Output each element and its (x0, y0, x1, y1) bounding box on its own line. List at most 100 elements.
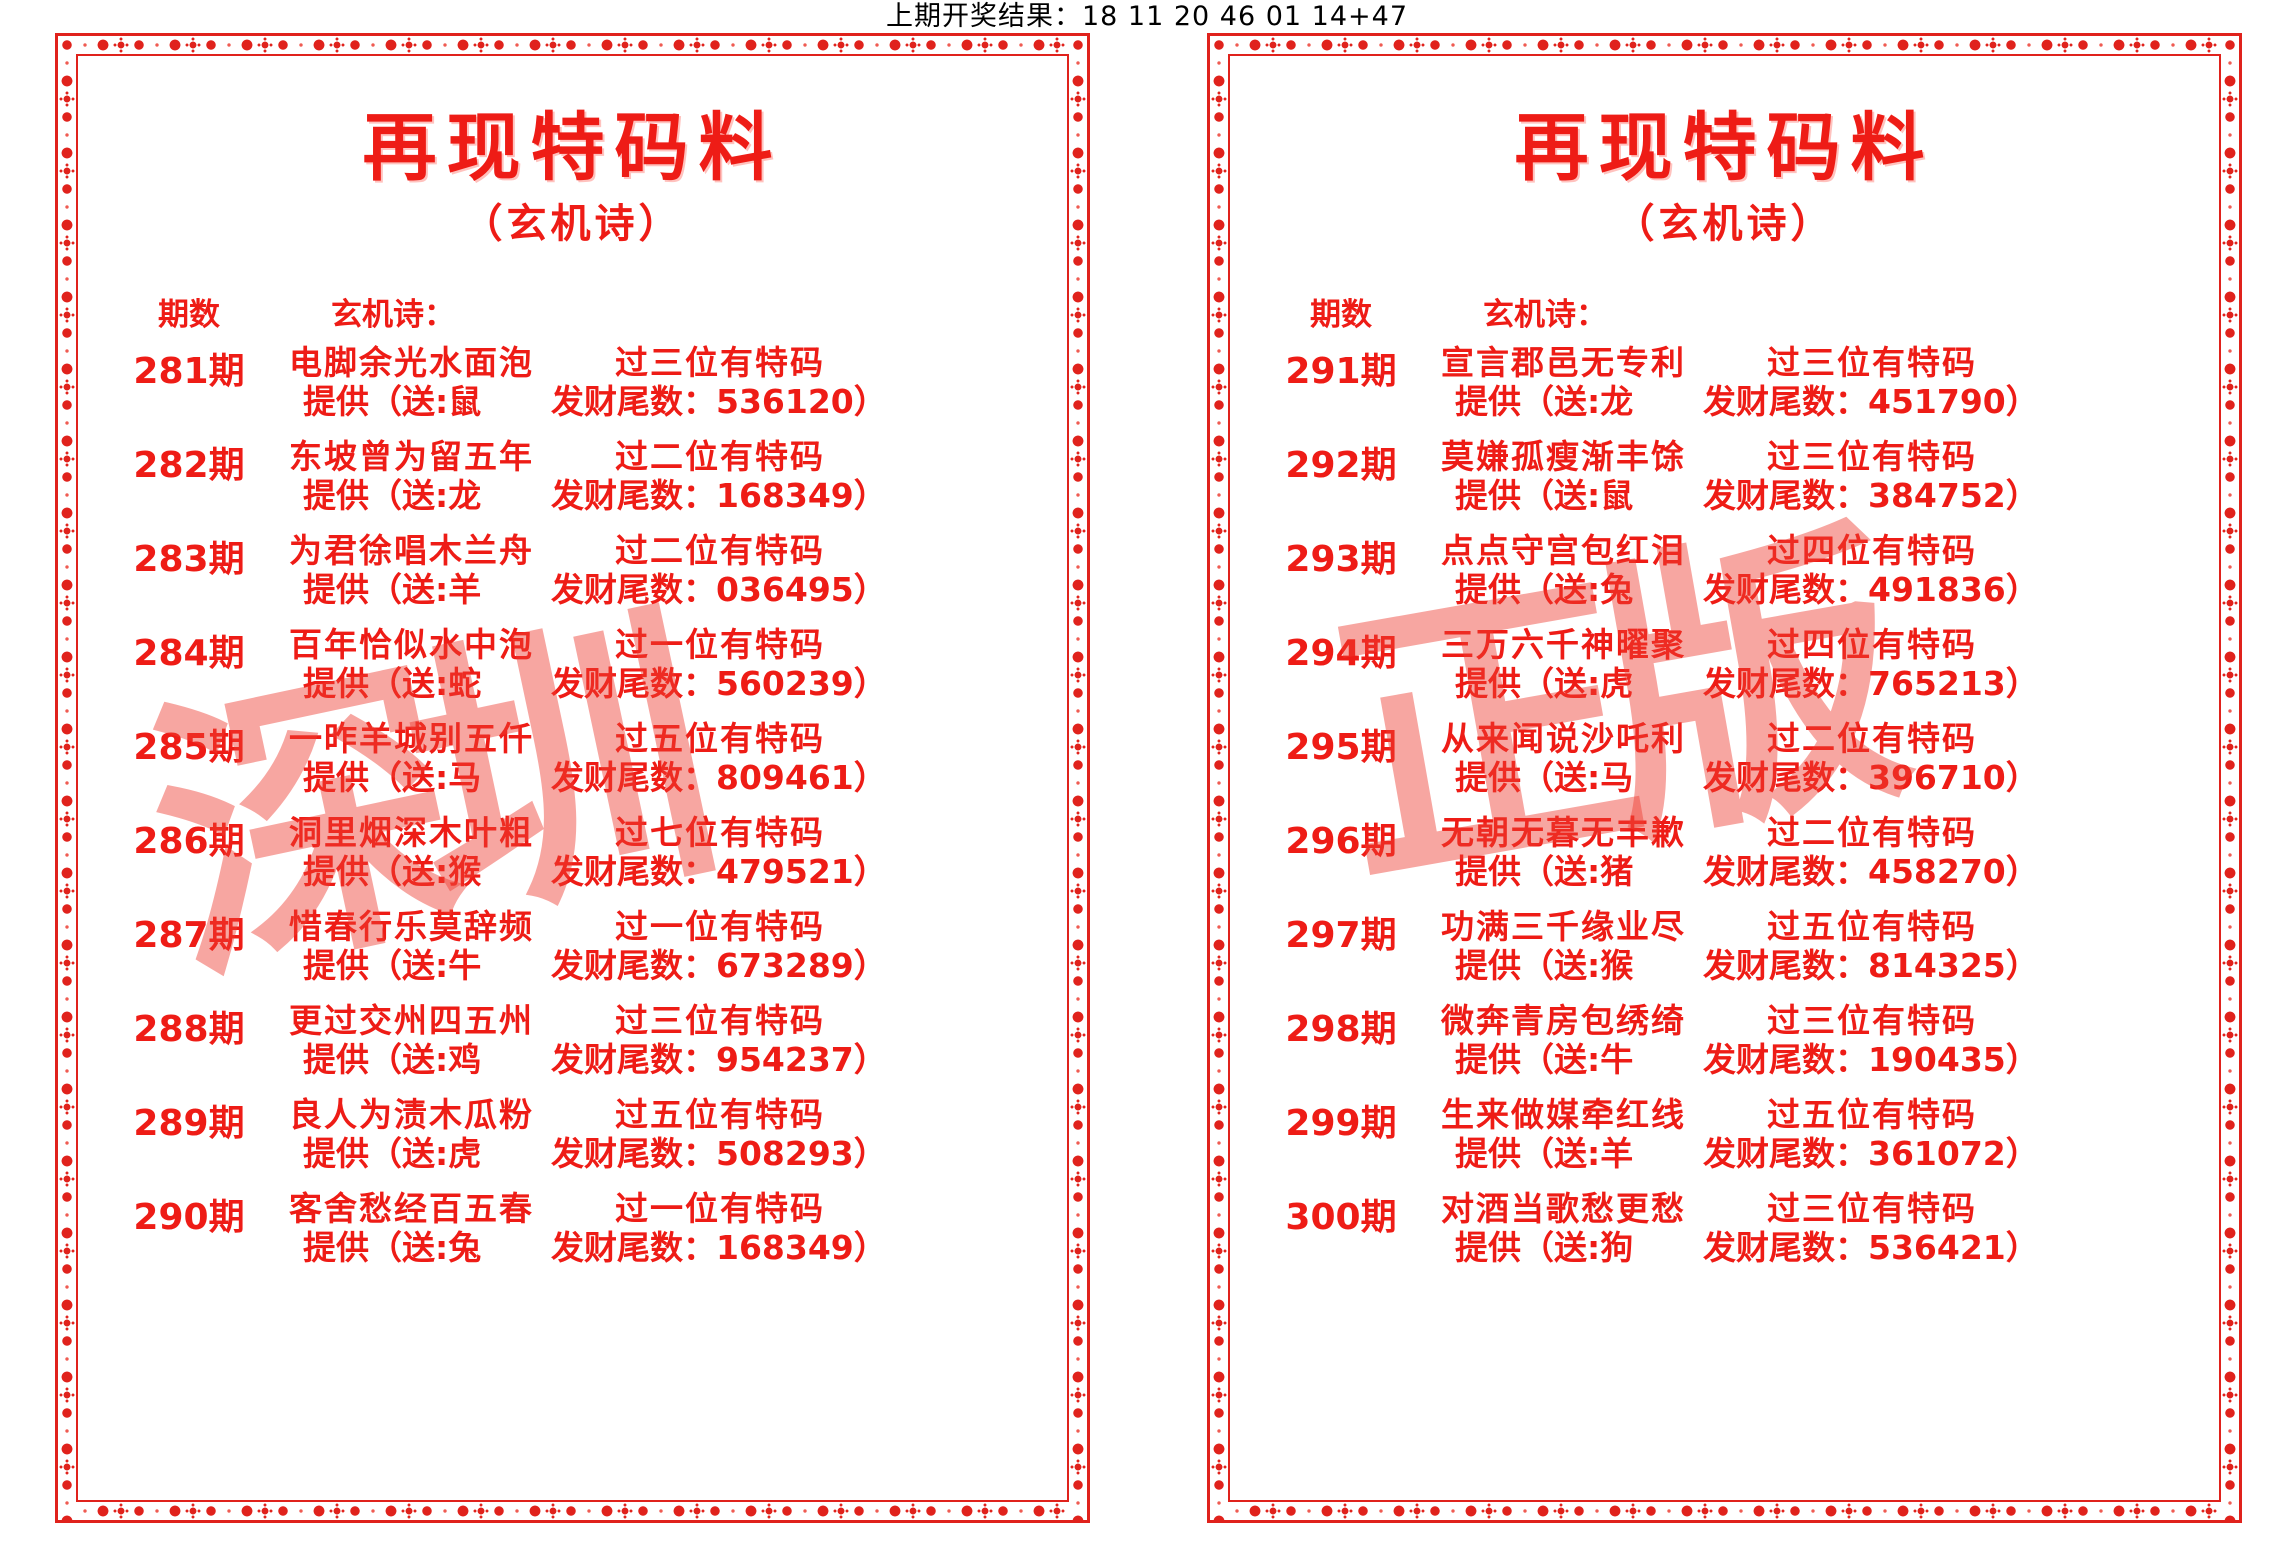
ornament-border-right (2221, 36, 2239, 1520)
row-tail-numbers: 发财尾数：954237） (551, 1040, 887, 1079)
table-row: 295期 从来闻说沙吒利 过二位有特码 提供（送:马 发财尾数：396710） (1251, 717, 2198, 811)
table-row: 285期 一昨羊城别五仟 过五位有特码 提供（送:马 发财尾数：809461） (99, 717, 1046, 811)
poster-panels: 再现特码料 （玄机诗） 期数 玄机诗： 281期 电脚余光水面泡 过三位有特码 … (0, 33, 2294, 1523)
row-line-secondary: 提供（送:猪 发财尾数：458270） (1431, 851, 2198, 893)
row-period: 290期 (133, 1197, 245, 1238)
row-tail-numbers: 发财尾数：361072） (1703, 1134, 2039, 1173)
ornament-border-left (1210, 36, 1228, 1520)
row-line-primary: 微奔青房包绣绮 过三位有特码 (1431, 999, 2198, 1043)
row-period: 291期 (1285, 351, 1397, 392)
row-body: 宣言郡邑无专利 过三位有特码 提供（送:龙 发财尾数：451790） (1431, 341, 2198, 423)
row-poem: 一昨羊城别五仟 (289, 719, 534, 758)
table-row: 297期 功满三千缘业尽 过五位有特码 提供（送:猴 发财尾数：814325） (1251, 905, 2198, 999)
table-row: 293期 点点守宫包红泪 过四位有特码 提供（送:兔 发财尾数：491836） (1251, 529, 2198, 623)
column-header-poem: 玄机诗： (331, 297, 455, 333)
row-poem: 良人为渍木瓜粉 (289, 1095, 534, 1134)
row-hint: 过七位有特码 (615, 813, 825, 852)
row-line-secondary: 提供（送:马 发财尾数：396710） (1431, 757, 2198, 799)
row-hint: 过五位有特码 (1767, 907, 1977, 946)
forecast-table-left: 281期 电脚余光水面泡 过三位有特码 提供（送:鼠 发财尾数：536120） … (99, 341, 1046, 1281)
row-tail-numbers: 发财尾数：396710） (1703, 758, 2039, 797)
row-period: 297期 (1285, 915, 1397, 956)
row-body: 生来做媒牵红线 过五位有特码 提供（送:羊 发财尾数：361072） (1431, 1093, 2198, 1175)
row-poem: 惜春行乐莫辞频 (289, 907, 534, 946)
row-body: 东坡曾为留五年 过二位有特码 提供（送:龙 发财尾数：168349） (279, 435, 1046, 517)
row-line-primary: 惜春行乐莫辞频 过一位有特码 (279, 905, 1046, 949)
table-row: 287期 惜春行乐莫辞频 过一位有特码 提供（送:牛 发财尾数：673289） (99, 905, 1046, 999)
column-header-poem: 玄机诗： (1483, 297, 1607, 333)
row-hint: 过三位有特码 (615, 343, 825, 382)
row-line-primary: 功满三千缘业尽 过五位有特码 (1431, 905, 2198, 949)
row-give: 提供（送:鼠 (1455, 476, 1634, 515)
row-give: 提供（送:鼠 (303, 382, 482, 421)
row-line-primary: 从来闻说沙吒利 过二位有特码 (1431, 717, 2198, 761)
row-poem: 从来闻说沙吒利 (1441, 719, 1686, 758)
column-headers: 期数 玄机诗： (1251, 295, 2198, 335)
row-body: 功满三千缘业尽 过五位有特码 提供（送:猴 发财尾数：814325） (1431, 905, 2198, 987)
row-hint: 过二位有特码 (615, 531, 825, 570)
row-body: 惜春行乐莫辞频 过一位有特码 提供（送:牛 发财尾数：673289） (279, 905, 1046, 987)
row-line-primary: 三万六千神曜聚 过四位有特码 (1431, 623, 2198, 667)
row-poem: 百年恰似水中泡 (289, 625, 534, 664)
row-period: 298期 (1285, 1009, 1397, 1050)
panel-content-right: 再现特码料 （玄机诗） 期数 玄机诗： 291期 宣言郡邑无专利 过三位有特码 … (1221, 47, 2228, 1281)
row-poem: 洞里烟深木叶粗 (289, 813, 534, 852)
row-give: 提供（送:虎 (1455, 664, 1634, 703)
row-line-secondary: 提供（送:马 发财尾数：809461） (279, 757, 1046, 799)
row-body: 莫嫌孤瘦渐丰馀 过三位有特码 提供（送:鼠 发财尾数：384752） (1431, 435, 2198, 517)
row-period: 296期 (1285, 821, 1397, 862)
panel-frame-inner (1228, 54, 2221, 1502)
row-tail-numbers: 发财尾数：673289） (551, 946, 887, 985)
row-line-primary: 为君徐唱木兰舟 过二位有特码 (279, 529, 1046, 573)
row-line-secondary: 提供（送:龙 发财尾数：168349） (279, 475, 1046, 517)
row-body: 点点守宫包红泪 过四位有特码 提供（送:兔 发财尾数：491836） (1431, 529, 2198, 611)
row-line-secondary: 提供（送:鼠 发财尾数：384752） (1431, 475, 2198, 517)
row-tail-numbers: 发财尾数：814325） (1703, 946, 2039, 985)
row-hint: 过一位有特码 (615, 1189, 825, 1228)
poster-subtitle: （玄机诗） (1614, 201, 1835, 247)
row-tail-numbers: 发财尾数：536120） (551, 382, 887, 421)
ornament-border-right (1069, 36, 1087, 1520)
row-give: 提供（送:兔 (1455, 570, 1634, 609)
row-tail-numbers: 发财尾数：384752） (1703, 476, 2039, 515)
row-period: 286期 (133, 821, 245, 862)
table-row: 282期 东坡曾为留五年 过二位有特码 提供（送:龙 发财尾数：168349） (99, 435, 1046, 529)
row-line-secondary: 提供（送:蛇 发财尾数：560239） (279, 663, 1046, 705)
row-line-primary: 客舍愁经百五春 过一位有特码 (279, 1187, 1046, 1231)
row-period: 283期 (133, 539, 245, 580)
row-give: 提供（送:猪 (1455, 852, 1634, 891)
row-give: 提供（送:牛 (303, 946, 482, 985)
row-line-primary: 一昨羊城别五仟 过五位有特码 (279, 717, 1046, 761)
row-line-secondary: 提供（送:虎 发财尾数：765213） (1431, 663, 2198, 705)
row-period: 289期 (133, 1103, 245, 1144)
row-give: 提供（送:马 (1455, 758, 1634, 797)
row-give: 提供（送:马 (303, 758, 482, 797)
table-row: 300期 对酒当歌愁更愁 过三位有特码 提供（送:狗 发财尾数：536421） (1251, 1187, 2198, 1281)
row-give: 提供（送:虎 (303, 1134, 482, 1173)
row-give: 提供（送:龙 (1455, 382, 1634, 421)
row-period: 282期 (133, 445, 245, 486)
row-hint: 过五位有特码 (1767, 1095, 1977, 1134)
row-line-primary: 更过交州四五州 过三位有特码 (279, 999, 1046, 1043)
table-row: 288期 更过交州四五州 过三位有特码 提供（送:鸡 发财尾数：954237） (99, 999, 1046, 1093)
row-give: 提供（送:鸡 (303, 1040, 482, 1079)
row-tail-numbers: 发财尾数：190435） (1703, 1040, 2039, 1079)
row-hint: 过三位有特码 (615, 1001, 825, 1040)
row-period: 299期 (1285, 1103, 1397, 1144)
row-period: 293期 (1285, 539, 1397, 580)
row-tail-numbers: 发财尾数：491836） (1703, 570, 2039, 609)
row-poem: 为君徐唱木兰舟 (289, 531, 534, 570)
row-period: 285期 (133, 727, 245, 768)
table-row: 289期 良人为渍木瓜粉 过五位有特码 提供（送:虎 发财尾数：508293） (99, 1093, 1046, 1187)
row-line-secondary: 提供（送:鼠 发财尾数：536120） (279, 381, 1046, 423)
row-body: 电脚余光水面泡 过三位有特码 提供（送:鼠 发财尾数：536120） (279, 341, 1046, 423)
table-row: 291期 宣言郡邑无专利 过三位有特码 提供（送:龙 发财尾数：451790） (1251, 341, 2198, 435)
ornament-border-bottom (1210, 1502, 2239, 1520)
column-headers: 期数 玄机诗： (99, 295, 1046, 335)
row-hint: 过一位有特码 (615, 625, 825, 664)
row-poem: 对酒当歌愁更愁 (1441, 1189, 1686, 1228)
row-period: 288期 (133, 1009, 245, 1050)
row-tail-numbers: 发财尾数：560239） (551, 664, 887, 703)
row-hint: 过四位有特码 (1767, 625, 1977, 664)
row-hint: 过四位有特码 (1767, 531, 1977, 570)
